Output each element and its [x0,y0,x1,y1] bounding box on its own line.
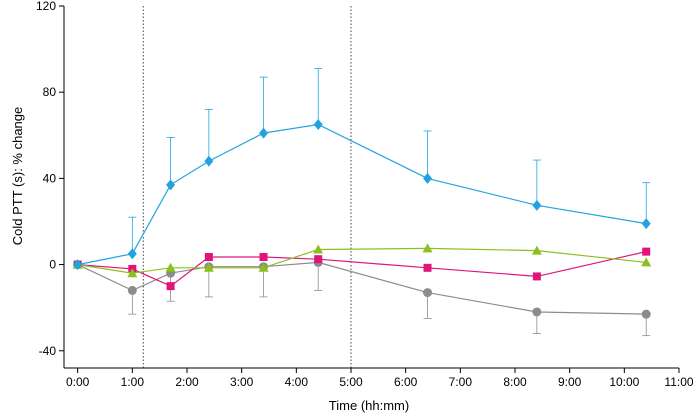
data-point-triangle [258,262,269,272]
data-point-diamond [204,155,214,167]
data-point-square [204,253,213,262]
x-tick-label: 0:00 [66,375,90,389]
y-tick-label: 40 [43,171,57,185]
data-point-triangle [165,262,176,272]
data-point-triangle [127,268,138,278]
data-point-diamond [641,218,651,230]
data-point-circle [127,285,137,295]
x-tick-label: 7:00 [449,375,473,389]
x-tick-label: 1:00 [121,375,145,389]
data-point-diamond [532,199,542,211]
data-point-triangle [422,243,433,253]
series-line-triangle [77,247,647,274]
x-tick-label: 9:00 [558,375,582,389]
data-point-circle [532,307,542,317]
reference-lines [142,6,352,368]
series-layer [72,68,652,337]
data-point-triangle [641,257,652,267]
data-point-square [166,282,175,291]
data-point-circle [641,309,651,319]
series-line-circle [77,261,647,315]
data-point-square [642,247,651,256]
data-point-diamond [166,179,176,191]
data-point-square [314,255,323,264]
y-tick-label: 0 [49,258,56,272]
x-tick-label: 10:00 [609,375,639,389]
data-point-square [423,263,432,272]
y-axis-title: Cold PTT (s): % change [10,107,25,245]
axes: -40 0 40 80 120 0:00 1:00 2:00 3:00 4:00 5:00 6:00 7… [36,0,694,389]
series-line-diamond [77,123,647,266]
data-point-diamond [423,172,433,184]
y-tick-label: -40 [39,344,57,358]
data-point-triangle [313,244,324,254]
data-point-circle [423,288,433,298]
x-tick-label: 6:00 [394,375,418,389]
data-point-diamond [73,259,83,271]
data-point-diamond [313,119,323,131]
data-point-diamond [259,127,269,139]
x-axis-title: Time (hh:mm) [329,398,409,413]
data-point-square [259,253,268,262]
data-point-square [532,272,541,281]
y-tick-label: 120 [36,0,56,13]
y-tick-label: 80 [43,85,57,99]
x-tick-label: 2:00 [175,375,199,389]
data-point-diamond [127,248,137,260]
series-triangle [72,243,652,278]
data-point-triangle [531,245,542,255]
data-point-triangle [203,262,214,272]
x-tick-label: 8:00 [503,375,527,389]
x-tick-label: 4:00 [285,375,309,389]
series-diamond [73,68,651,271]
x-tick-label: 11:00 [664,375,693,389]
x-tick-label: 5:00 [339,375,363,389]
x-tick-label: 3:00 [230,375,254,389]
